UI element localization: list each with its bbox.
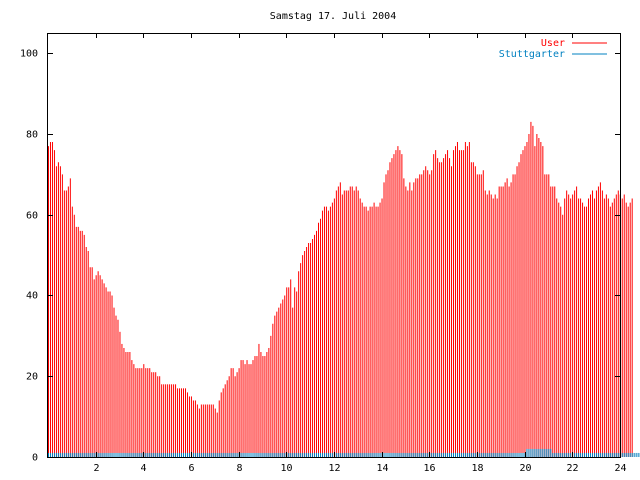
chart-title: Samstag 17. Juli 2004: [270, 11, 396, 22]
x-tick-label: 12: [328, 463, 340, 474]
x-tick-label: 14: [376, 463, 388, 474]
y-tick-label: 40: [26, 291, 38, 302]
legend-label-stuttgarter: Stuttgarter: [499, 49, 565, 60]
series-stuttgarter-line: [48, 448, 640, 457]
x-tick-label: 8: [236, 463, 242, 474]
y-tick-label: 20: [26, 372, 38, 383]
x-tick-label: 16: [423, 463, 435, 474]
x-tick-label: 18: [471, 463, 483, 474]
series-user-bars: [48, 121, 633, 457]
x-axis: 2 4 6 8 10 12 14 16 18 20 22 24: [93, 33, 627, 474]
y-tick-label: 100: [20, 49, 38, 60]
x-tick-label: 4: [140, 463, 146, 474]
y-axis: 0 20 40 60 80 100: [20, 49, 620, 464]
x-tick-label: 6: [188, 463, 194, 474]
y-tick-label: 0: [32, 453, 38, 464]
x-tick-label: 10: [280, 463, 292, 474]
legend: User Stuttgarter: [499, 38, 607, 60]
x-tick-label: 22: [566, 463, 578, 474]
y-tick-label: 80: [26, 130, 38, 141]
x-tick-label: 24: [614, 463, 626, 474]
legend-label-user: User: [541, 38, 565, 49]
y-tick-label: 60: [26, 211, 38, 222]
x-tick-label: 20: [519, 463, 531, 474]
x-tick-label: 2: [93, 463, 99, 474]
